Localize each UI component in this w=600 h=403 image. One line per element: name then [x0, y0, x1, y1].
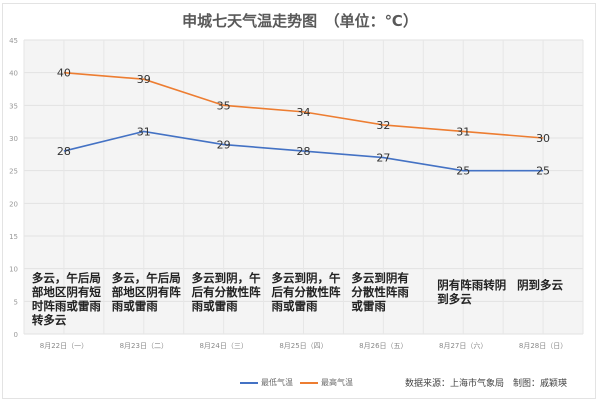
x-tick-label: 8月26日（五） [359, 342, 407, 350]
y-tick-label: 25 [9, 168, 18, 176]
x-tick-label: 8月27日（六） [439, 341, 487, 350]
data-label: 40 [57, 67, 71, 80]
chart-title: 申城七天气温走势图 （单位：℃） [182, 12, 418, 30]
y-tick-label: 5 [14, 298, 18, 306]
legend-swatch [300, 381, 318, 384]
weather-description: 多云，午后局部地区阴有短时阵雨或雷雨转多云 [31, 271, 101, 327]
data-label: 39 [137, 73, 151, 86]
x-tick-label: 8月22日（一） [40, 342, 88, 350]
legend-swatch [240, 381, 258, 384]
data-label: 30 [536, 132, 550, 145]
y-tick-label: 30 [9, 135, 18, 143]
series-line [63, 130, 544, 172]
x-tick-label: 8月25日（四） [279, 342, 327, 350]
x-tick-label: 8月28日（日） [519, 342, 567, 350]
x-tick-label: 8月24日（三） [199, 342, 247, 350]
data-label: 27 [376, 152, 390, 165]
legend-label: 最高气温 [321, 378, 353, 387]
legend-low: 最低气温 [240, 377, 293, 388]
y-tick-label: 45 [9, 37, 18, 45]
data-label: 31 [137, 125, 151, 138]
chart-frame [2, 3, 596, 399]
y-tick-label: 20 [9, 200, 18, 208]
x-tick-label: 8月23日（二） [120, 342, 168, 350]
weather-description: 阴到多云 [517, 278, 564, 292]
y-tick-label: 15 [9, 233, 18, 241]
data-label: 34 [297, 106, 311, 119]
y-tick-label: 35 [9, 102, 18, 110]
data-label: 28 [57, 145, 71, 158]
y-tick-label: 40 [9, 70, 18, 78]
weather-description: 多云到阴，午后有分散性阵雨或雷雨 [191, 271, 261, 313]
y-tick-label: 10 [9, 266, 18, 274]
legend-high: 最高气温 [300, 377, 353, 388]
data-label: 25 [536, 165, 550, 178]
series-line [63, 71, 544, 139]
data-label: 25 [456, 165, 470, 178]
weather-description: 多云到阴有分散性阵雨或雷雨 [351, 271, 409, 313]
data-label: 32 [376, 119, 390, 132]
y-tick-label: 0 [14, 331, 18, 339]
data-label: 29 [217, 139, 231, 152]
weather-description: 阴有阵雨转阴到多云 [437, 278, 507, 306]
data-source: 数据来源：上海市气象局 制图：戚颖瑛 [405, 379, 568, 389]
legend-label: 最低气温 [261, 378, 293, 387]
weather-description: 多云到阴，午后有分散性阵雨或雷雨 [271, 271, 341, 313]
data-label: 35 [217, 99, 231, 112]
weather-description: 多云，午后局部地区阴有阵雨或雷雨 [111, 271, 181, 313]
data-label: 28 [297, 145, 311, 158]
data-label: 31 [456, 125, 470, 138]
